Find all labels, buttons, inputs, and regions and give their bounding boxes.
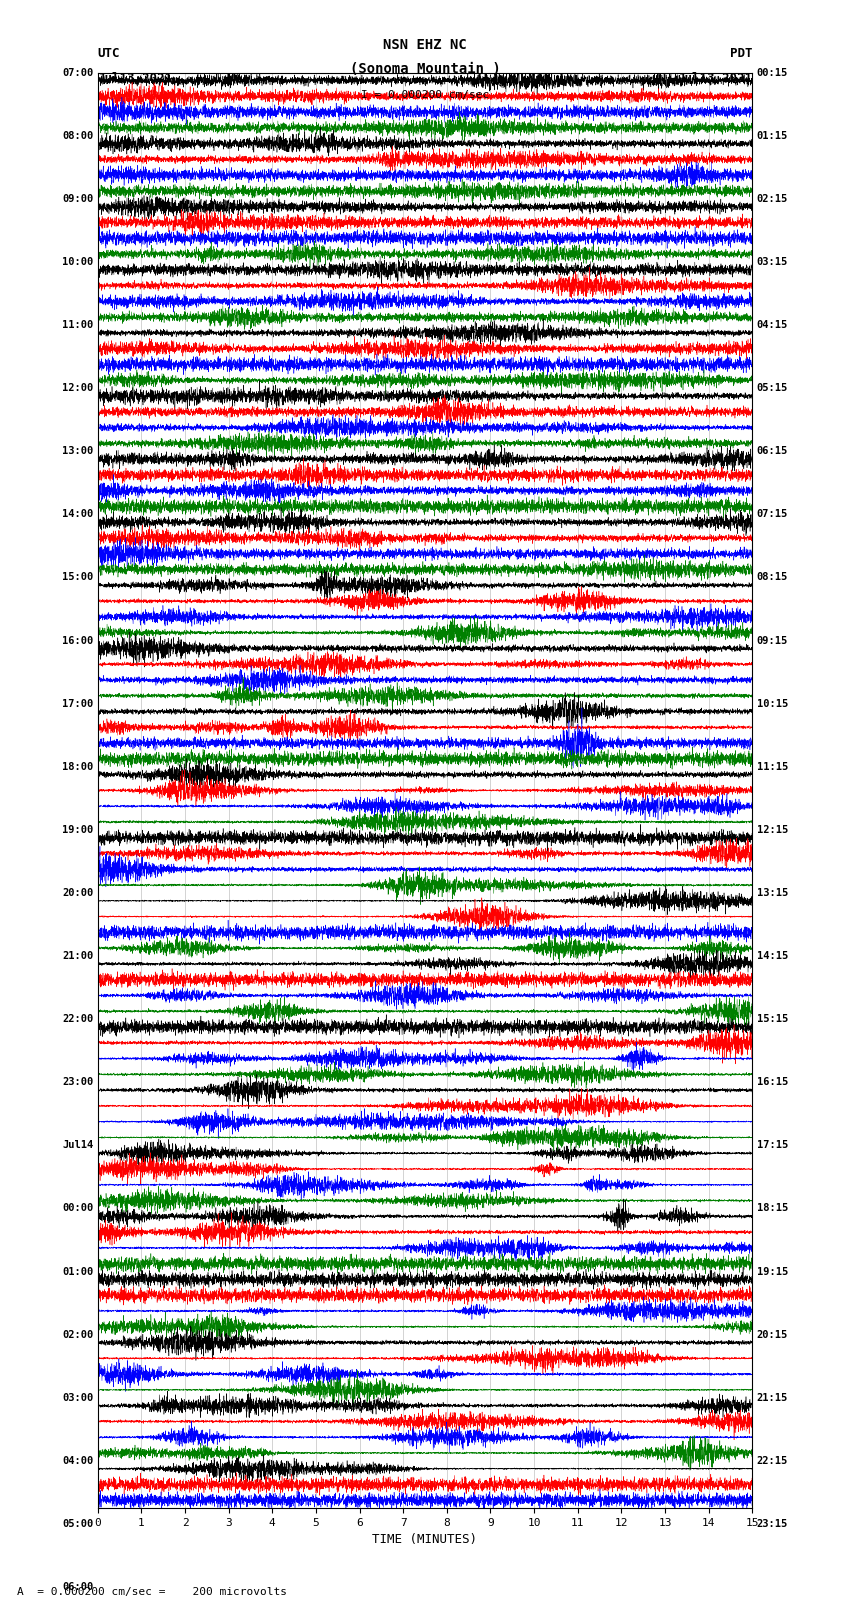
Text: 21:00: 21:00 <box>62 952 94 961</box>
Text: UTC: UTC <box>98 47 120 60</box>
Text: 21:15: 21:15 <box>756 1392 788 1403</box>
Text: 10:15: 10:15 <box>756 698 788 708</box>
Text: 12:00: 12:00 <box>62 384 94 394</box>
Text: Jul14: Jul14 <box>62 1140 94 1150</box>
Text: 16:00: 16:00 <box>62 636 94 645</box>
Text: (Sonoma Mountain ): (Sonoma Mountain ) <box>349 61 501 76</box>
Text: 23:00: 23:00 <box>62 1077 94 1087</box>
Text: 13:15: 13:15 <box>756 887 788 898</box>
Text: Jul13,2021: Jul13,2021 <box>677 73 752 85</box>
Text: 22:15: 22:15 <box>756 1457 788 1466</box>
Text: 20:15: 20:15 <box>756 1329 788 1340</box>
Text: 05:00: 05:00 <box>62 1519 94 1529</box>
Text: 03:00: 03:00 <box>62 1392 94 1403</box>
Text: I = 0.000200 cm/sec: I = 0.000200 cm/sec <box>361 90 489 100</box>
Text: 04:00: 04:00 <box>62 1457 94 1466</box>
Text: 01:15: 01:15 <box>756 131 788 140</box>
Text: Jul13,2021: Jul13,2021 <box>98 73 173 85</box>
Text: 16:15: 16:15 <box>756 1077 788 1087</box>
Text: PDT: PDT <box>730 47 752 60</box>
Text: 19:15: 19:15 <box>756 1266 788 1276</box>
Text: 00:00: 00:00 <box>62 1203 94 1213</box>
Text: 09:00: 09:00 <box>62 194 94 203</box>
Text: 07:15: 07:15 <box>756 510 788 519</box>
Text: 00:15: 00:15 <box>756 68 788 77</box>
Text: 01:00: 01:00 <box>62 1266 94 1276</box>
Text: 19:00: 19:00 <box>62 824 94 836</box>
Text: A  = 0.000200 cm/sec =    200 microvolts: A = 0.000200 cm/sec = 200 microvolts <box>17 1587 287 1597</box>
Text: 06:15: 06:15 <box>756 447 788 456</box>
Text: 14:15: 14:15 <box>756 952 788 961</box>
Text: 20:00: 20:00 <box>62 887 94 898</box>
Text: 15:15: 15:15 <box>756 1015 788 1024</box>
Text: 14:00: 14:00 <box>62 510 94 519</box>
X-axis label: TIME (MINUTES): TIME (MINUTES) <box>372 1534 478 1547</box>
Text: 08:15: 08:15 <box>756 573 788 582</box>
Text: 12:15: 12:15 <box>756 824 788 836</box>
Text: 04:15: 04:15 <box>756 319 788 331</box>
Text: 10:00: 10:00 <box>62 256 94 266</box>
Text: 11:15: 11:15 <box>756 761 788 771</box>
Text: 17:00: 17:00 <box>62 698 94 708</box>
Text: 06:00: 06:00 <box>62 1582 94 1592</box>
Text: 23:15: 23:15 <box>756 1519 788 1529</box>
Text: 08:00: 08:00 <box>62 131 94 140</box>
Text: 18:00: 18:00 <box>62 761 94 771</box>
Text: 02:15: 02:15 <box>756 194 788 203</box>
Text: 15:00: 15:00 <box>62 573 94 582</box>
Text: 18:15: 18:15 <box>756 1203 788 1213</box>
Text: NSN EHZ NC: NSN EHZ NC <box>383 37 467 52</box>
Text: 13:00: 13:00 <box>62 447 94 456</box>
Text: 17:15: 17:15 <box>756 1140 788 1150</box>
Text: 09:15: 09:15 <box>756 636 788 645</box>
Text: 03:15: 03:15 <box>756 256 788 266</box>
Text: 02:00: 02:00 <box>62 1329 94 1340</box>
Text: 22:00: 22:00 <box>62 1015 94 1024</box>
Text: 05:15: 05:15 <box>756 384 788 394</box>
Text: 11:00: 11:00 <box>62 319 94 331</box>
Text: 07:00: 07:00 <box>62 68 94 77</box>
